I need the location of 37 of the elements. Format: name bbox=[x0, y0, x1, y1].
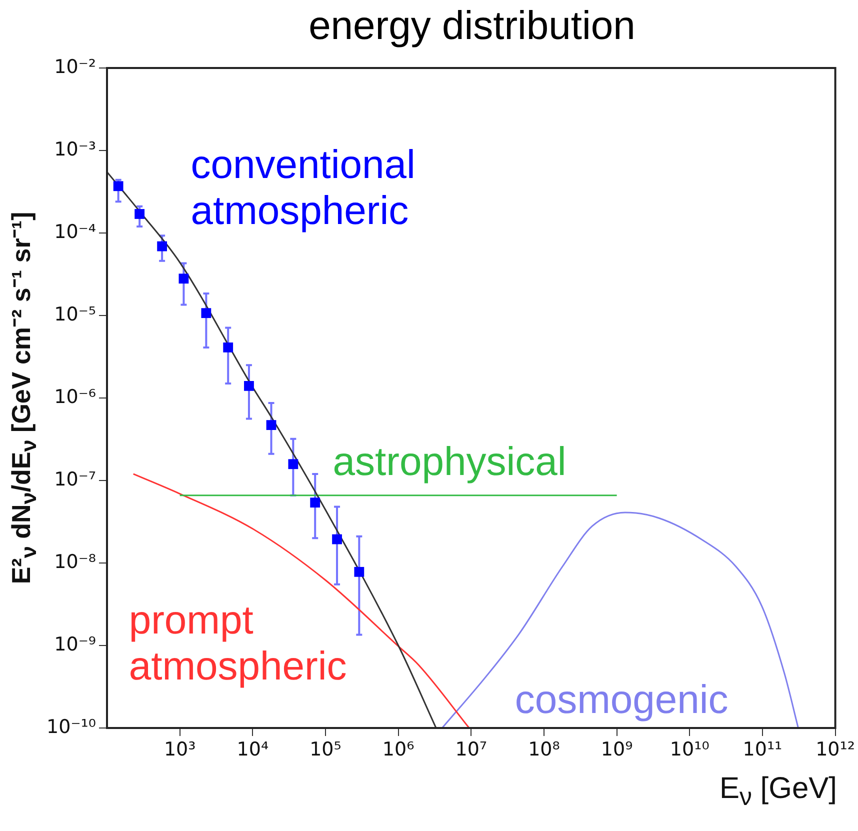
x-tick-label: 10⁹ bbox=[600, 738, 633, 760]
series-label: astrophysical bbox=[332, 440, 566, 484]
x-axis-title: E$_{ν}$ [GeV] bbox=[719, 772, 837, 812]
y-tick-label: 10⁻⁵ bbox=[54, 303, 96, 326]
x-tick-label: 10⁵ bbox=[310, 738, 342, 760]
y-tick-label: 10⁻⁶ bbox=[54, 386, 96, 408]
point bbox=[354, 566, 364, 577]
point bbox=[157, 241, 167, 252]
x-tick-label: 10¹¹ bbox=[742, 738, 782, 760]
point bbox=[288, 459, 298, 470]
y-tick-label: 10⁻⁹ bbox=[54, 633, 96, 656]
point bbox=[244, 380, 254, 391]
point bbox=[223, 342, 234, 352]
series-label: conventional atmospheric bbox=[190, 143, 416, 234]
y-tick-label: 10⁻⁴ bbox=[54, 220, 96, 243]
y-tick-label: 10⁻¹⁰ bbox=[46, 716, 96, 738]
point bbox=[266, 420, 276, 430]
chart-title: energy distribution bbox=[308, 4, 636, 49]
y-tick-label: 10⁻⁷ bbox=[54, 468, 96, 490]
series-label: cosmogenic bbox=[514, 678, 728, 722]
point bbox=[113, 181, 124, 192]
series-label: prompt atmospheric bbox=[128, 598, 347, 689]
point bbox=[201, 308, 212, 318]
x-tick-label: 10³ bbox=[164, 738, 196, 760]
x-tick-label: 10⁶ bbox=[382, 738, 414, 760]
point bbox=[178, 274, 189, 284]
y-tick-label: 10⁻³ bbox=[54, 138, 96, 160]
x-tick-label: 10⁴ bbox=[236, 738, 269, 760]
y-tick-label: 10⁻⁸ bbox=[54, 550, 96, 573]
y-tick-label: 10⁻² bbox=[54, 56, 96, 78]
x-tick-label: 10¹⁰ bbox=[670, 738, 710, 760]
x-tick-label: 10⁷ bbox=[455, 738, 488, 760]
point bbox=[332, 534, 342, 544]
point bbox=[310, 498, 320, 508]
point bbox=[134, 209, 145, 219]
x-tick-label: 10¹² bbox=[816, 738, 856, 760]
x-tick-label: 10⁸ bbox=[528, 738, 560, 760]
